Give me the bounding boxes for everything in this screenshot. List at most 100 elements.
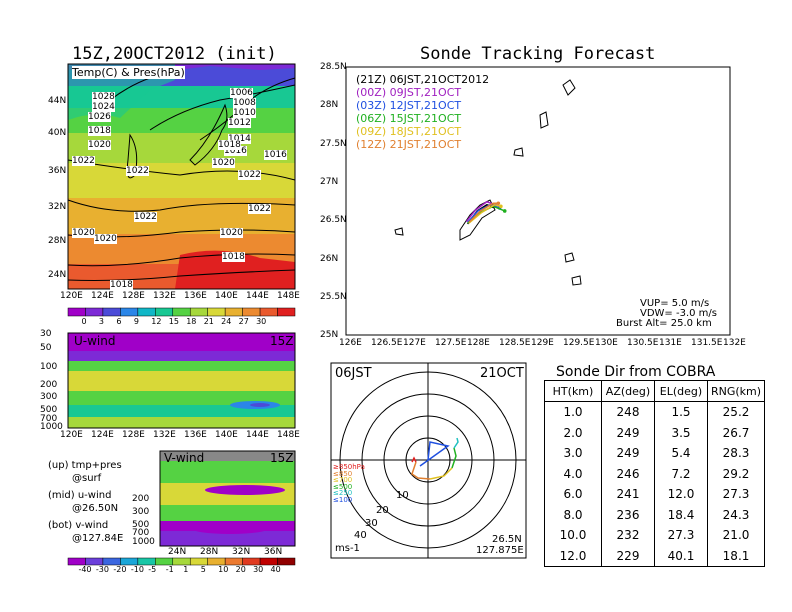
- isobar-label: 1018: [110, 280, 133, 290]
- table-row: 1.0 248 1.5 25.2: [544, 401, 766, 423]
- colorbar-swatch: [224, 557, 243, 566]
- colorbar-swatch: [259, 307, 278, 317]
- table-cell: 6.0: [544, 484, 602, 505]
- table-cell: 4.0: [544, 463, 602, 484]
- isobar-label: 1020: [212, 158, 235, 168]
- hodograph-segment: [411, 456, 417, 463]
- lon-tick: 126E: [339, 338, 362, 348]
- isobar-label: 1028: [92, 92, 115, 102]
- lon-tick: 127E: [403, 338, 426, 348]
- lon-tick: 124E: [91, 291, 114, 301]
- lon-tick: 120E: [60, 291, 83, 301]
- lat-tick: 44N: [48, 96, 67, 106]
- param-line: VDW= -3.0 m/s: [640, 308, 717, 319]
- colorbar-swatch: [102, 307, 121, 317]
- legend-entry: (03Z) 12JST,21OCT: [356, 99, 462, 112]
- hodograph-segment: [419, 441, 450, 467]
- temp-map-isobars: [67, 77, 296, 281]
- note-line: (bot) v-wind: [48, 520, 109, 531]
- polar-lon: 127.875E: [476, 545, 524, 556]
- pressure-tick: 200: [40, 380, 58, 390]
- lat-tick: 32N: [232, 547, 251, 557]
- ring-label: 10: [396, 490, 409, 501]
- colorbar-swatch: [137, 557, 156, 566]
- param-line: Burst Alt= 25.0 km: [616, 318, 712, 329]
- pressure-tick: 200: [132, 494, 150, 504]
- isobar-label: 1018: [222, 252, 245, 262]
- sonde-table: HT(km) AZ(deg) EL(deg) RNG(km) 1.0 248 1.5 25.2…: [544, 380, 766, 567]
- table-cell: 28.3: [707, 443, 766, 464]
- lon-tick: 148E: [277, 291, 300, 301]
- isobar-label: 1018: [218, 140, 241, 150]
- polar-time: 06JST: [335, 366, 372, 381]
- lat-tick: 25N: [320, 330, 339, 341]
- legend-entry: (21Z) 06JST,21OCT2012: [356, 73, 490, 86]
- table-cell: 3.0: [544, 443, 602, 464]
- colorbar-swatch: [242, 557, 261, 566]
- lat-tick: 26N: [320, 253, 339, 264]
- lon-tick: 128E: [122, 430, 145, 440]
- isobar-label: 1016: [264, 150, 287, 160]
- lat-tick: 36N: [48, 166, 67, 176]
- pressure-tick: 50: [40, 343, 52, 353]
- hodograph-segment: [451, 447, 457, 469]
- table-header-row: HT(km) AZ(deg) EL(deg) RNG(km): [544, 380, 766, 402]
- pressure-tick: 1000: [132, 537, 155, 547]
- colorbar-tick: 30: [253, 565, 264, 574]
- polar-plot: [330, 362, 527, 559]
- lat-tick: 26.5N: [320, 215, 347, 226]
- ring-label: 20: [376, 505, 389, 516]
- pressure-tick: 500: [40, 405, 58, 415]
- lon-tick: 126.5E: [371, 338, 403, 348]
- table-header-cell: RNG(km): [707, 380, 766, 402]
- table-cell: 10.0: [544, 525, 602, 546]
- colorbar-tick: 0: [81, 317, 87, 326]
- colorbar-tick: 20: [235, 565, 246, 574]
- colorbar-swatch: [155, 307, 174, 317]
- table-header-cell: EL(deg): [654, 380, 708, 402]
- table-cell: 2.0: [544, 422, 602, 443]
- colorbar-swatch: [277, 307, 296, 317]
- table-row: 6.0 241 12.0 27.3: [544, 484, 766, 505]
- table-cell: 232: [601, 525, 655, 546]
- table-cell: 1.5: [654, 401, 708, 423]
- table-cell: 249: [601, 443, 655, 464]
- lon-tick: 148E: [277, 430, 300, 440]
- lon-tick: 144E: [246, 430, 269, 440]
- lat-tick: 28N: [320, 100, 339, 111]
- note-line: (mid) u-wind: [48, 490, 112, 501]
- colorbar-tick: 1: [183, 565, 189, 574]
- vwind-label: V-wind: [164, 451, 205, 465]
- isobar-label: 1008: [233, 98, 256, 108]
- lat-tick: 28N: [48, 236, 67, 246]
- isobar-label: 1026: [88, 112, 111, 122]
- isobar-label: 1018: [88, 126, 111, 136]
- lat-tick: 28N: [200, 547, 219, 557]
- table-row: 2.0 249 3.5 26.7: [544, 422, 766, 443]
- pressure-tick: 500: [132, 520, 150, 530]
- lon-tick: 140E: [215, 430, 238, 440]
- table-row: 10.0 232 27.3 21.0: [544, 525, 766, 546]
- lon-tick: 131.5E: [691, 338, 723, 348]
- polar-lat: 26.5N: [492, 534, 522, 545]
- colorbar-swatch: [137, 307, 156, 317]
- table-cell: 12.0: [654, 484, 708, 505]
- colorbar-swatch: [259, 557, 278, 566]
- lat-tick: 28.5N: [320, 62, 347, 72]
- colorbar-swatch: [155, 557, 174, 566]
- lat-tick: 24N: [48, 270, 67, 280]
- isobar-label: 1024: [92, 102, 115, 112]
- note-line: @127.84E: [72, 533, 124, 544]
- lon-tick: 131E: [659, 338, 682, 348]
- polar-date: 21OCT: [480, 366, 524, 381]
- lon-tick: 132E: [723, 338, 746, 348]
- table-header-cell: HT(km): [544, 380, 602, 402]
- track-line: [468, 202, 499, 223]
- colorbar-swatch: [120, 307, 139, 317]
- lon-tick: 127.5E: [435, 338, 467, 348]
- pressure-tick: 700: [132, 528, 150, 538]
- colorbar-swatch: [207, 307, 226, 317]
- lat-tick: 24N: [168, 547, 187, 557]
- colorbar-tick: 12: [151, 317, 162, 326]
- lon-tick: 128E: [122, 291, 145, 301]
